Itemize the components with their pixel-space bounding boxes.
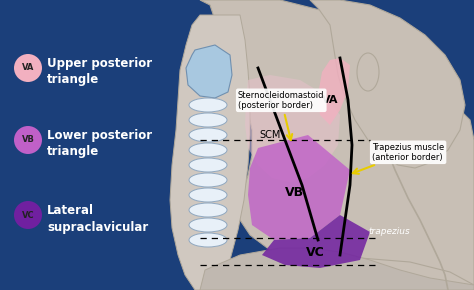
Text: trapezius: trapezius bbox=[368, 227, 410, 237]
Polygon shape bbox=[200, 248, 474, 290]
Text: VB: VB bbox=[285, 186, 305, 198]
Ellipse shape bbox=[189, 143, 227, 157]
Text: triangle: triangle bbox=[47, 146, 99, 159]
Ellipse shape bbox=[189, 113, 227, 127]
Text: VA: VA bbox=[322, 95, 338, 105]
Polygon shape bbox=[318, 58, 350, 125]
Polygon shape bbox=[310, 0, 465, 168]
Ellipse shape bbox=[189, 98, 227, 112]
Ellipse shape bbox=[189, 203, 227, 217]
Text: VA: VA bbox=[22, 64, 34, 72]
Polygon shape bbox=[186, 45, 232, 98]
Ellipse shape bbox=[189, 128, 227, 142]
Circle shape bbox=[14, 201, 42, 229]
Text: SCM: SCM bbox=[259, 130, 281, 140]
Ellipse shape bbox=[189, 173, 227, 187]
Text: Sternocleidomastoid
(posterior border): Sternocleidomastoid (posterior border) bbox=[238, 90, 325, 140]
Circle shape bbox=[14, 54, 42, 82]
Text: VC: VC bbox=[22, 211, 34, 220]
Ellipse shape bbox=[189, 233, 227, 247]
Text: triangle: triangle bbox=[47, 73, 99, 86]
Polygon shape bbox=[245, 75, 340, 182]
Text: Lower posterior: Lower posterior bbox=[47, 128, 152, 142]
Text: Trapezius muscle
(anterior border): Trapezius muscle (anterior border) bbox=[353, 143, 444, 174]
Ellipse shape bbox=[189, 188, 227, 202]
Text: Upper posterior: Upper posterior bbox=[47, 57, 152, 70]
Text: VB: VB bbox=[21, 135, 35, 144]
Ellipse shape bbox=[357, 53, 379, 91]
Circle shape bbox=[14, 126, 42, 154]
Text: supraclavicular: supraclavicular bbox=[47, 220, 148, 233]
Polygon shape bbox=[170, 15, 250, 290]
Polygon shape bbox=[200, 0, 474, 290]
Text: VC: VC bbox=[306, 246, 324, 258]
Ellipse shape bbox=[189, 218, 227, 232]
Polygon shape bbox=[262, 215, 370, 268]
Ellipse shape bbox=[189, 158, 227, 172]
Polygon shape bbox=[200, 258, 474, 290]
Text: Lateral: Lateral bbox=[47, 204, 94, 217]
Polygon shape bbox=[248, 135, 350, 240]
